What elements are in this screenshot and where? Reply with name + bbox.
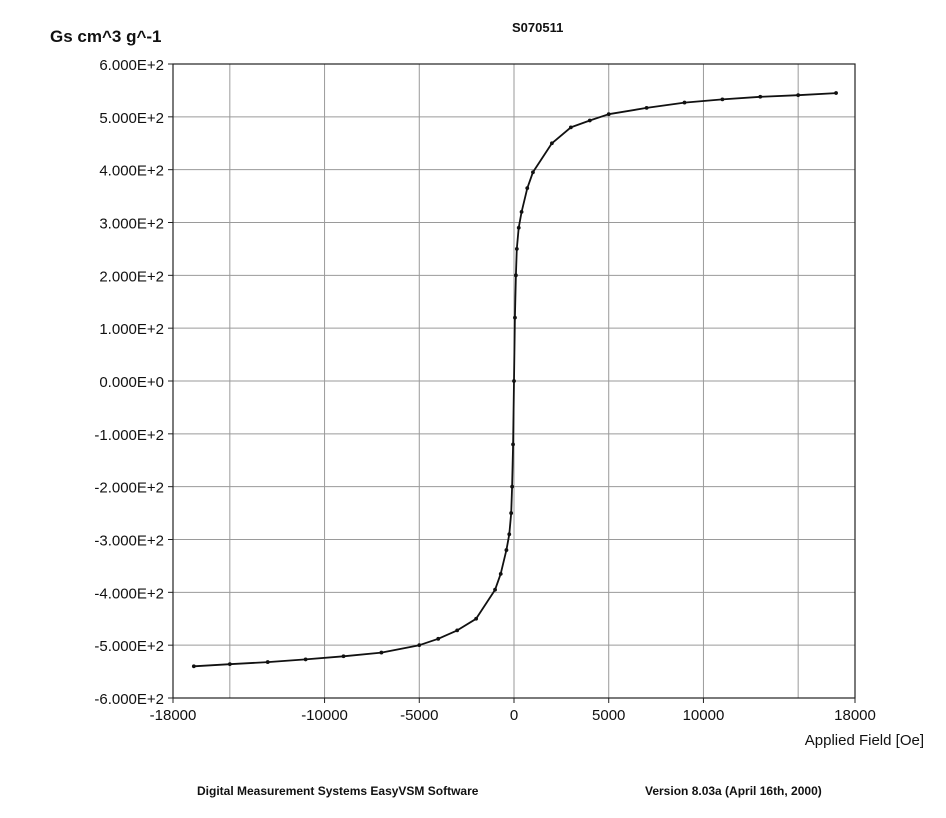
x-tick-label: -18000 (150, 707, 197, 724)
software-credit: Digital Measurement Systems EasyVSM Soft… (197, 784, 479, 798)
data-point (303, 657, 308, 662)
data-point (265, 660, 270, 664)
y-tick-label: 2.000E+2 (99, 268, 164, 285)
data-point (720, 97, 725, 102)
data-point (341, 654, 346, 659)
x-tick-label: -10000 (301, 707, 348, 724)
y-tick-label: 5.000E+2 (99, 110, 164, 127)
x-tick-label: -5000 (400, 707, 438, 724)
x-tick-label: 18000 (834, 707, 876, 724)
y-tick-label: -6.000E+2 (94, 691, 164, 708)
data-point (525, 186, 530, 191)
x-axis-ticks: -18000 -10000 -5000 0 5000 10000 18000 (150, 698, 876, 724)
data-point (514, 247, 519, 251)
data-point (513, 315, 517, 320)
y-tick-label: 1.000E+2 (99, 321, 164, 338)
x-axis-label: Applied Field [Oe] (805, 732, 924, 749)
series-layer (191, 91, 838, 669)
data-point (191, 664, 196, 669)
data-point (531, 170, 535, 175)
data-point (644, 105, 649, 110)
data-point (519, 210, 524, 214)
y-tick-label: 4.000E+2 (99, 163, 164, 180)
data-point (509, 511, 514, 515)
data-point (498, 571, 503, 576)
data-point (507, 532, 512, 537)
x-tick-label: 0 (510, 707, 518, 724)
data-point (758, 94, 763, 99)
data-point (455, 628, 460, 633)
y-tick-label: 3.000E+2 (99, 216, 164, 233)
data-point (796, 93, 801, 98)
data-point (587, 118, 592, 123)
data-point (417, 643, 422, 648)
y-tick-label: -1.000E+2 (94, 427, 164, 444)
data-point (436, 636, 441, 641)
data-point (568, 125, 573, 130)
data-point (513, 273, 518, 278)
y-axis-label: Gs cm^3 g^-1 (50, 27, 162, 46)
y-tick-label: -5.000E+2 (94, 638, 164, 655)
data-point (834, 91, 838, 95)
data-point (516, 225, 521, 230)
y-tick-label: 0.000E+0 (99, 374, 164, 391)
x-tick-label: 10000 (683, 707, 725, 724)
data-point (379, 650, 384, 655)
data-point (606, 112, 611, 117)
data-point (512, 379, 516, 383)
data-point (227, 662, 232, 667)
software-version: Version 8.03a (April 16th, 2000) (645, 784, 822, 798)
data-point (493, 587, 497, 592)
y-axis-ticks: 6.000E+2 5.000E+2 4.000E+2 3.000E+2 2.000E+2… (94, 57, 173, 708)
y-tick-label: 6.000E+2 (99, 57, 164, 74)
data-point (682, 100, 687, 105)
data-point (474, 616, 479, 621)
chart-title: S070511 (512, 20, 563, 35)
data-point (510, 484, 515, 489)
x-tick-label: 5000 (592, 707, 625, 724)
y-tick-label: -2.000E+2 (94, 480, 164, 497)
data-point (504, 548, 509, 552)
data-point (511, 442, 515, 447)
data-point (549, 141, 554, 146)
y-tick-label: -3.000E+2 (94, 533, 164, 550)
y-tick-label: -4.000E+2 (94, 585, 164, 602)
